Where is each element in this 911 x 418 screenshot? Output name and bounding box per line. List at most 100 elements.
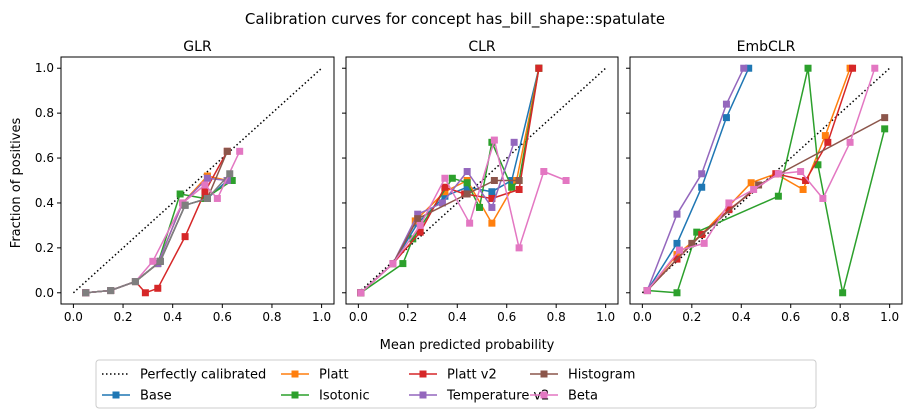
legend-entry-isotonic: Isotonic — [281, 389, 370, 404]
data-point — [675, 246, 683, 254]
data-point — [399, 260, 407, 268]
data-point — [414, 210, 422, 218]
data-point — [673, 289, 681, 297]
data-point — [226, 170, 234, 178]
series-temperature-v2 — [82, 174, 231, 297]
data-point — [722, 100, 730, 108]
panel-glr: GLR 0.0 0.2 0.4 0.6 0.8 1.0 0.0 0.2 0.4 0.6 0.8 1.0 — [35, 39, 335, 324]
data-point — [156, 257, 164, 265]
y-tick-label: 0.4 — [35, 196, 54, 210]
perfectly-calibrated-line — [72, 67, 323, 294]
data-point — [515, 185, 523, 193]
legend-label: Histogram — [568, 368, 635, 383]
legend-label: Beta — [568, 389, 598, 404]
data-point — [490, 136, 498, 144]
series-temperature-v2 — [357, 138, 518, 297]
legend-swatch-marker — [291, 391, 299, 399]
data-point — [441, 174, 449, 182]
data-point — [488, 194, 496, 202]
series-isotonic — [82, 177, 236, 297]
data-point — [181, 201, 189, 209]
data-point — [416, 221, 424, 229]
data-point — [802, 177, 810, 184]
series-line-isotonic — [647, 67, 886, 294]
data-point — [508, 183, 516, 191]
data-point — [490, 177, 498, 184]
legend-swatch-marker — [419, 391, 427, 399]
x-tick-label: 0.6 — [213, 310, 232, 324]
y-axis-label: Fraction of positives — [9, 118, 24, 249]
data-point — [463, 168, 471, 176]
data-point — [357, 289, 365, 297]
data-point — [488, 219, 496, 227]
data-point — [673, 251, 681, 259]
data-point — [755, 181, 763, 189]
legend-label: Isotonic — [319, 389, 370, 404]
data-point — [688, 239, 696, 247]
data-point — [849, 64, 857, 72]
plot-area-embclr — [641, 64, 891, 297]
data-point — [488, 188, 496, 196]
data-point — [463, 183, 471, 191]
legend-swatch-marker — [291, 370, 299, 378]
data-point — [463, 179, 471, 187]
series-beta — [357, 136, 570, 297]
data-point — [824, 138, 832, 146]
data-point — [409, 235, 417, 243]
data-point — [236, 147, 244, 155]
x-tick-label: 0.8 — [831, 310, 850, 324]
x-tick-label: 1.0 — [880, 310, 899, 324]
data-point — [814, 161, 822, 169]
data-point — [562, 177, 570, 184]
x-tick-label: 0.2 — [113, 310, 132, 324]
series-line-histogram — [646, 116, 886, 292]
data-point — [740, 64, 748, 72]
data-point — [643, 287, 651, 295]
x-tick-label: 0.0 — [349, 310, 368, 324]
x-tick-label: 0.6 — [497, 310, 516, 324]
legend-swatch-marker — [540, 370, 548, 378]
data-point — [416, 228, 424, 236]
legend-entry-perfectly-calibrated: Perfectly calibrated — [102, 368, 266, 383]
data-point — [201, 181, 209, 189]
series-histogram-grey — [82, 170, 234, 297]
data-point — [871, 64, 879, 72]
panel-title-glr: GLR — [183, 39, 212, 55]
data-point — [797, 168, 805, 176]
data-point — [466, 219, 474, 227]
data-point — [725, 199, 733, 207]
data-point — [154, 284, 162, 292]
legend-entry-histogram: Histogram — [530, 368, 635, 383]
data-point — [441, 183, 449, 191]
y-tick-label: 1.0 — [35, 61, 54, 75]
data-point — [131, 278, 139, 286]
data-point — [476, 203, 484, 211]
x-tick-label: 0.8 — [262, 310, 281, 324]
data-point — [181, 233, 189, 241]
data-point — [463, 190, 471, 198]
data-point — [535, 64, 543, 72]
axes-frame-clr — [345, 56, 619, 305]
data-point — [438, 199, 446, 207]
series-line-temperature-v2 — [360, 142, 515, 294]
legend-swatch-marker — [419, 370, 427, 378]
legend-label: Perfectly calibrated — [140, 368, 266, 383]
x-tick-label: 0.2 — [398, 310, 417, 324]
legend-entry-beta: Beta — [530, 389, 598, 404]
data-point — [693, 228, 701, 236]
legend-frame — [95, 359, 817, 409]
series-line-beta — [85, 150, 241, 294]
legend-swatch-marker — [540, 391, 548, 399]
x-tick-label: 1.0 — [596, 310, 615, 324]
data-point — [745, 64, 753, 72]
legend-label: Base — [140, 389, 172, 404]
y-tick-label: 0.0 — [35, 286, 54, 300]
x-tick-label: 0.4 — [732, 310, 751, 324]
legend-entry-platt-v2: Platt v2 — [409, 368, 497, 383]
x-tick-label: 0.0 — [633, 310, 652, 324]
data-point — [515, 244, 523, 252]
series-platt-v2 — [82, 147, 231, 297]
data-point — [774, 170, 782, 178]
plot-area-clr — [357, 64, 607, 297]
